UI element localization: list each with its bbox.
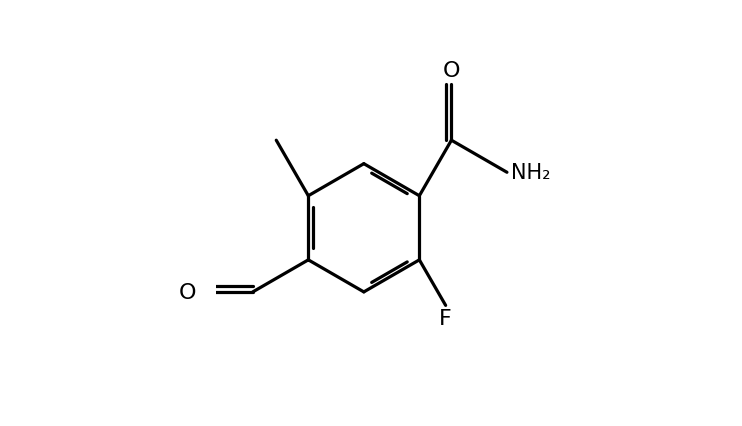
Text: NH₂: NH₂ xyxy=(511,162,551,182)
Text: O: O xyxy=(443,61,460,81)
Text: O: O xyxy=(179,282,197,302)
Text: F: F xyxy=(439,308,452,328)
